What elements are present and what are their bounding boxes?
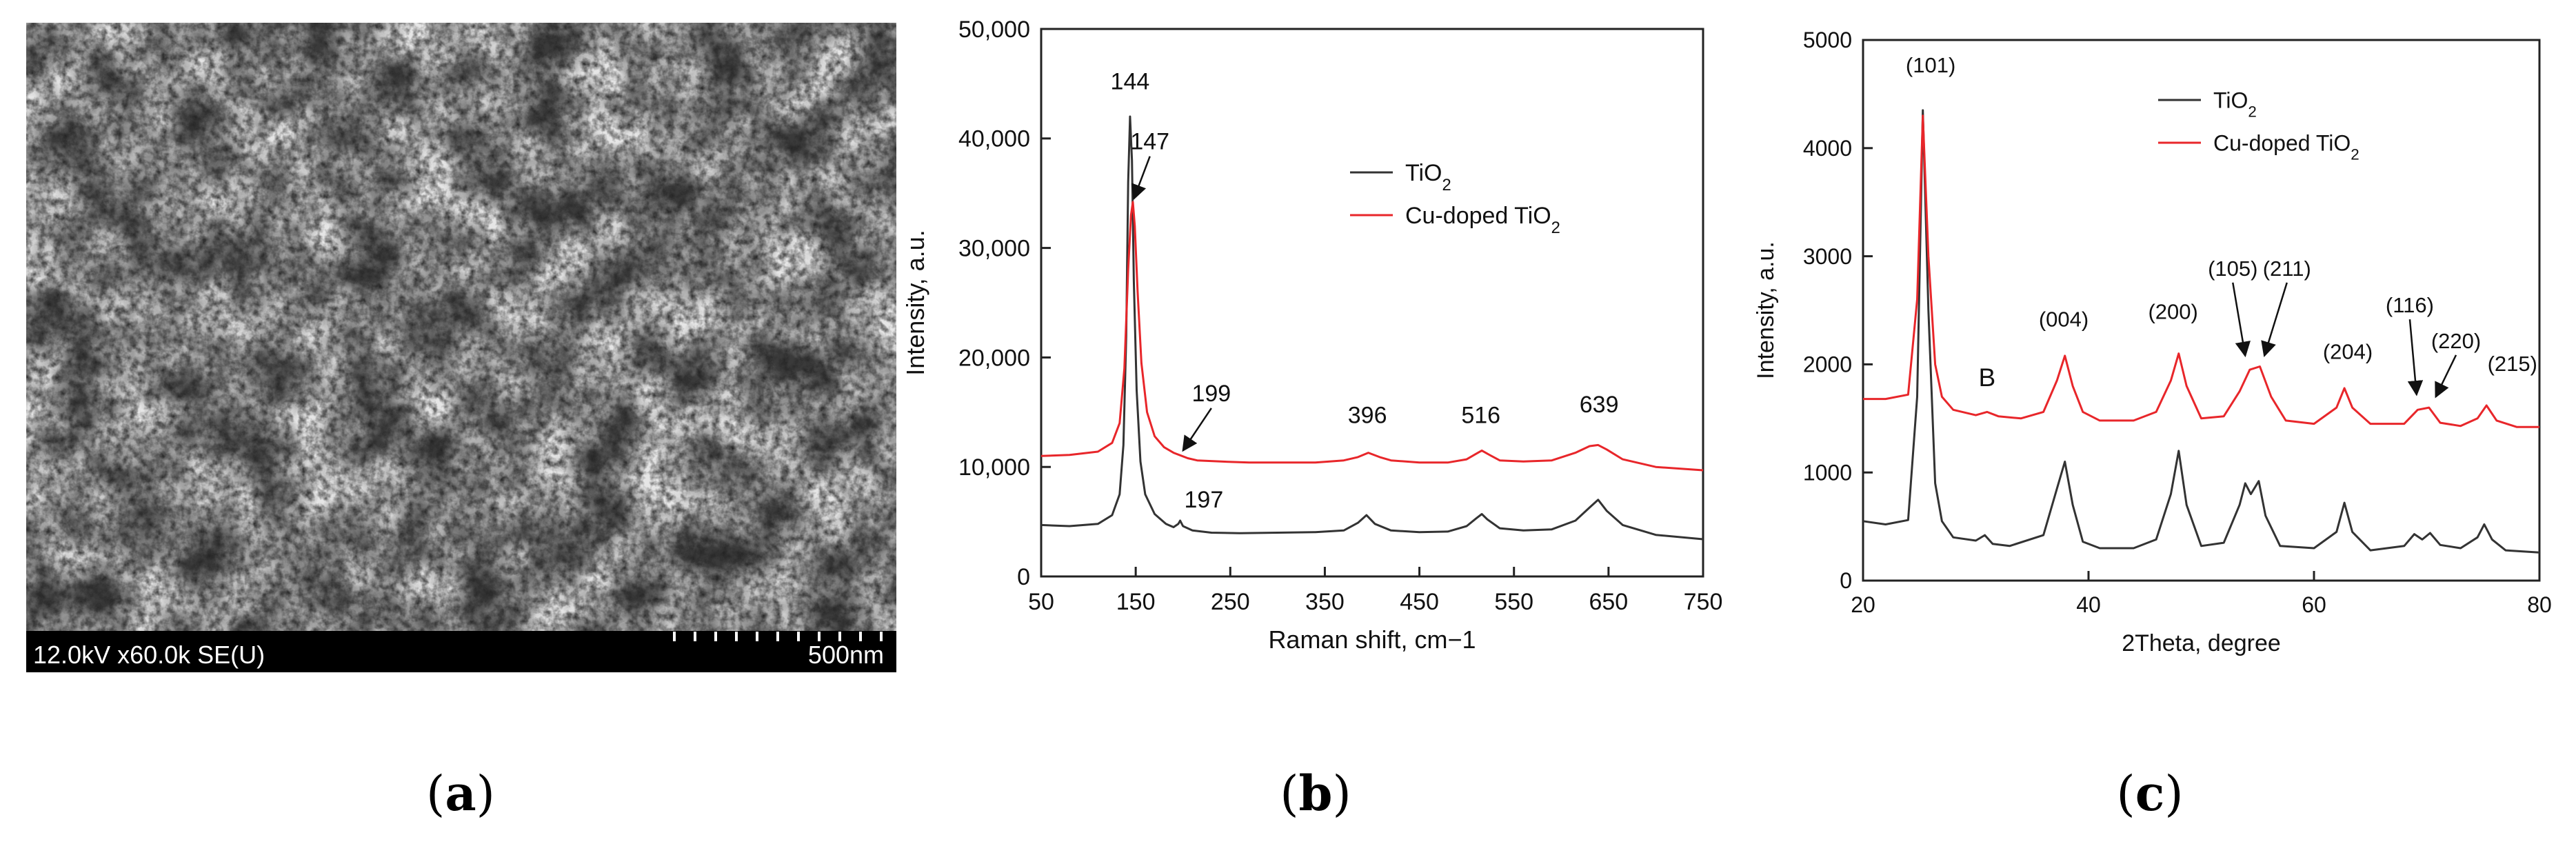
peak-arrow-220 <box>2435 354 2457 399</box>
peak-label-004: (004) <box>2039 308 2089 332</box>
peak-label-147: 147 <box>1130 129 1169 155</box>
sem-info-bar <box>26 631 896 672</box>
y-tick-label: 10,000 <box>958 454 1030 481</box>
x-tick-label: 80 <box>2527 592 2552 617</box>
y-tick-label: 2000 <box>1803 352 1852 377</box>
peak-label-215: (215) <box>2488 352 2537 376</box>
peak-arrow-116 <box>2407 319 2424 396</box>
x-axis-label: Raman shift, cm−1 <box>1268 625 1476 654</box>
peak-label-101: (101) <box>1906 53 1955 77</box>
y-tick-label: 50,000 <box>958 17 1030 43</box>
xrd-chart: 20 40 60 80 0 1000 2000 3000 4000 5000 2Theta, deg… <box>1753 28 2552 656</box>
peak-label-200: (200) <box>2148 300 2197 324</box>
x-tick-label: 60 <box>2302 592 2326 617</box>
peak-label-639: 639 <box>1580 392 1619 418</box>
legend-label-tio2: TiO2 <box>2213 88 2257 121</box>
series-line-cu-doped-tio2 <box>1863 114 2539 428</box>
legend-label-tio2: TiO2 <box>1405 160 1451 194</box>
peak-arrow-105 <box>2232 282 2251 358</box>
peak-label-105: (105) <box>2208 257 2257 281</box>
panel-label-a: (a) <box>426 765 495 822</box>
x-tick-label: 50 <box>1028 589 1054 615</box>
series-line-cu-doped-tio2 <box>1040 201 1704 472</box>
x-tick-label: 20 <box>1851 592 1875 617</box>
peak-arrow-199 <box>1182 408 1212 452</box>
y-tick-label: 5000 <box>1803 28 1852 52</box>
y-tick-label: 0 <box>1017 564 1030 590</box>
peak-label-b: B <box>1979 363 1996 392</box>
series-line-tio2 <box>1862 109 2540 554</box>
sem-pores <box>26 23 896 631</box>
y-tick-label: 0 <box>1840 568 1852 593</box>
series-line-tio2 <box>1040 115 1704 541</box>
sem-scale-label: 500nm <box>808 641 884 669</box>
peak-arrow-211 <box>2261 282 2288 358</box>
y-tick-label: 1000 <box>1803 460 1852 485</box>
peak-label-396: 396 <box>1348 403 1387 429</box>
y-axis-label: Intensity, a.u. <box>1753 241 1779 379</box>
y-tick-label: 4000 <box>1803 136 1852 161</box>
x-tick-label: 550 <box>1494 589 1533 615</box>
x-tick-label: 250 <box>1211 589 1250 615</box>
sem-info-text: 12.0kV x60.0k SE(U) <box>33 641 265 669</box>
y-axis-label: Intensity, a.u. <box>901 230 929 375</box>
peak-arrow-147 <box>1131 156 1151 201</box>
peak-label-220: (220) <box>2431 329 2481 353</box>
legend-label-cu-doped-tio2: Cu-doped TiO2 <box>2213 131 2359 163</box>
x-tick-label: 40 <box>2076 592 2101 617</box>
y-tick-label: 20,000 <box>958 345 1030 371</box>
x-tick-label: 150 <box>1116 589 1156 615</box>
raman-chart: 50 150 250 350 450 550 650 750 0 10,000 20,000 30,0… <box>901 17 1722 654</box>
panel-label-b: (b) <box>1280 765 1351 822</box>
panel-label-c: (c) <box>2116 765 2183 822</box>
y-tick-label: 40,000 <box>958 126 1030 152</box>
peak-label-211: (211) <box>2263 257 2311 281</box>
sem-panel: 12.0kV x60.0k SE(U) 500nm <box>26 23 896 672</box>
legend-label-cu-doped-tio2: Cu-doped TiO2 <box>1405 203 1560 237</box>
x-axis-label: 2Theta, degree <box>2122 630 2281 656</box>
x-tick-label: 650 <box>1589 589 1628 615</box>
peak-label-516: 516 <box>1461 403 1500 429</box>
sem-scale-ticks <box>673 632 883 641</box>
peak-label-144: 144 <box>1111 68 1150 94</box>
x-tick-label: 450 <box>1400 589 1439 615</box>
x-tick-label: 750 <box>1684 589 1723 615</box>
peak-label-116: (116) <box>2386 293 2434 317</box>
y-tick-label: 30,000 <box>958 236 1030 262</box>
peak-label-204: (204) <box>2323 340 2373 364</box>
y-tick-label: 3000 <box>1803 244 1852 269</box>
plot-frame <box>1862 39 2541 582</box>
peak-label-199: 199 <box>1191 381 1231 407</box>
x-tick-label: 350 <box>1305 589 1345 615</box>
plot-frame <box>1040 28 1704 578</box>
peak-label-197: 197 <box>1185 487 1224 513</box>
